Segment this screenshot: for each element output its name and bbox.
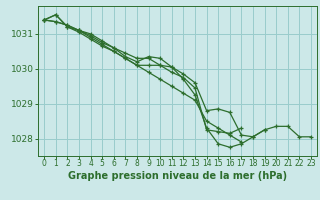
X-axis label: Graphe pression niveau de la mer (hPa): Graphe pression niveau de la mer (hPa) xyxy=(68,171,287,181)
